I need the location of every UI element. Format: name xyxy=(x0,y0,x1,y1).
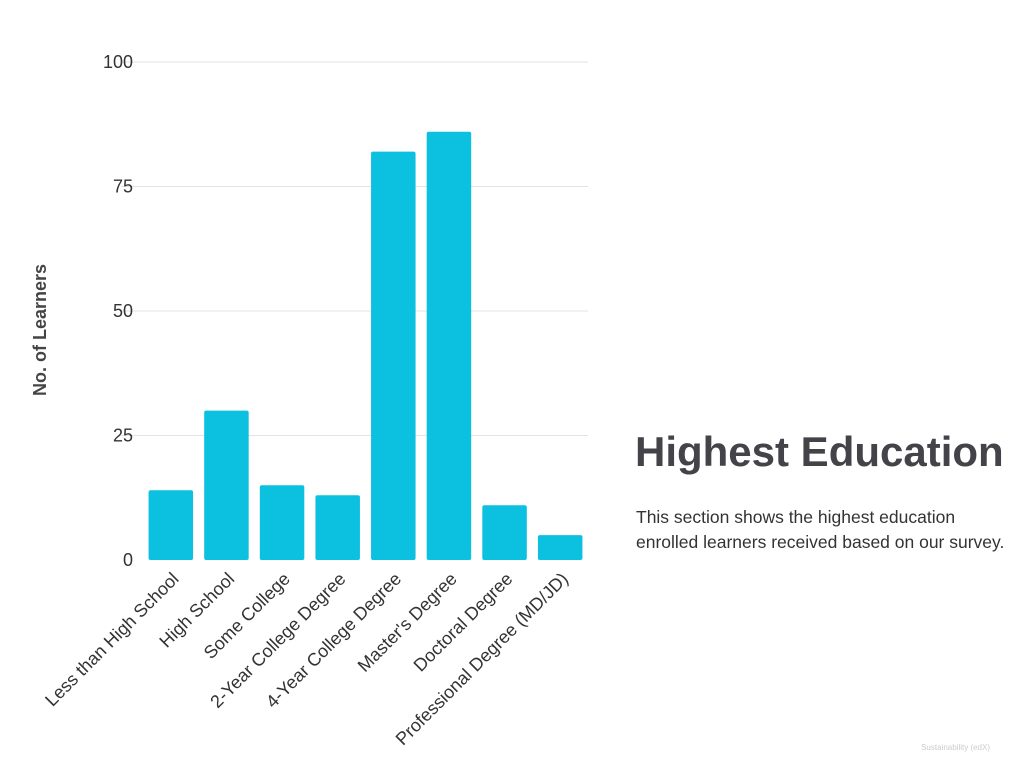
grid-lines xyxy=(121,61,588,436)
bar xyxy=(315,495,360,560)
bars xyxy=(148,131,583,560)
bar xyxy=(148,490,194,560)
bar xyxy=(371,151,416,560)
bar xyxy=(204,410,249,560)
y-axis-ticks: 0 25 50 75 100 xyxy=(103,52,133,570)
bar xyxy=(537,535,583,560)
footer-credit: Sustainability (edX) xyxy=(921,743,990,752)
bar xyxy=(426,131,472,560)
y-tick-label: 25 xyxy=(113,426,133,446)
section-title: Highest Education xyxy=(635,428,1004,475)
x-tick-label: Doctoral Degree xyxy=(410,569,517,676)
bar xyxy=(482,505,527,560)
y-tick-label: 75 xyxy=(113,177,133,197)
y-tick-label: 100 xyxy=(103,52,133,72)
y-tick-label: 50 xyxy=(113,301,133,321)
bar xyxy=(259,485,305,560)
section-description: This section shows the highest education… xyxy=(636,507,1005,552)
x-tick-label: Master's Degree xyxy=(354,569,461,676)
y-tick-label: 0 xyxy=(123,550,133,570)
y-axis-label: No. of Learners xyxy=(30,264,50,396)
